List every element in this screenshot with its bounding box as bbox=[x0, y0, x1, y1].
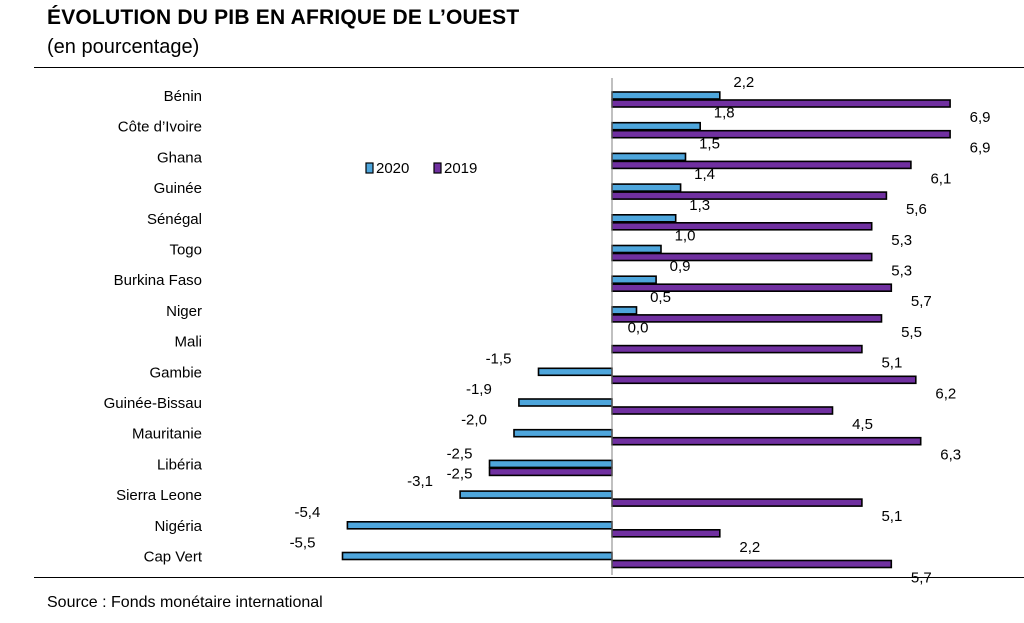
bar-2020 bbox=[611, 244, 662, 254]
value-label-2020: 0,9 bbox=[670, 258, 691, 275]
bar-2019 bbox=[611, 436, 922, 446]
category-label: Sierra Leone bbox=[116, 487, 202, 504]
category-label: Nigéria bbox=[154, 518, 202, 535]
chart-title: ÉVOLUTION DU PIB EN AFRIQUE DE L’OUEST bbox=[47, 6, 520, 29]
bar-2020 bbox=[513, 428, 613, 438]
value-label-2019: 6,9 bbox=[970, 140, 991, 157]
legend-swatch-2019 bbox=[433, 162, 442, 174]
value-label-2019: 5,1 bbox=[881, 508, 902, 525]
category-label: Gambie bbox=[149, 364, 202, 381]
bar-2020 bbox=[459, 490, 613, 499]
value-label-2019: 5,7 bbox=[911, 293, 932, 310]
bar-2020 bbox=[611, 183, 682, 192]
category-label: Mauritanie bbox=[132, 426, 202, 443]
legend-label-2020: 2020 bbox=[376, 160, 409, 177]
bar-2019 bbox=[611, 528, 721, 538]
category-label: Ghana bbox=[157, 149, 203, 166]
value-label-2019: 5,1 bbox=[881, 355, 902, 372]
value-label-2020: 1,0 bbox=[675, 228, 696, 245]
value-label-2020: 1,3 bbox=[689, 197, 710, 214]
bar-2020 bbox=[518, 398, 613, 407]
bar-2019 bbox=[611, 406, 834, 415]
value-label-2019: 5,3 bbox=[891, 232, 912, 249]
value-label-2020: 1,8 bbox=[714, 105, 735, 122]
labels-group: Bénin 2,2 6,9 Côte d’Ivoire 1,8 6,9 Ghana 1,5 6,… bbox=[104, 74, 991, 587]
category-label: Niger bbox=[166, 303, 202, 320]
bar-2020 bbox=[611, 214, 677, 223]
bar-2020 bbox=[611, 275, 657, 285]
bar-2019 bbox=[611, 559, 893, 569]
value-label-2019: 5,3 bbox=[891, 263, 912, 280]
bar-2019 bbox=[611, 344, 863, 354]
legend-swatch-2020 bbox=[365, 162, 374, 174]
category-label: Guinée bbox=[154, 180, 202, 197]
value-label-2019: 5,5 bbox=[901, 324, 922, 341]
value-label-2019: 2,2 bbox=[739, 539, 760, 556]
category-label: Côte d’Ivoire bbox=[118, 119, 202, 136]
value-label-2019: 4,5 bbox=[852, 416, 873, 433]
bar-2019 bbox=[611, 160, 912, 170]
value-label-2019: -2,5 bbox=[447, 465, 473, 482]
category-label: Togo bbox=[169, 242, 202, 259]
chart-subtitle: (en pourcentage) bbox=[47, 36, 200, 58]
category-label: Cap Vert bbox=[144, 549, 203, 566]
bar-2019 bbox=[611, 99, 951, 108]
value-label-2020: 0,5 bbox=[650, 289, 671, 306]
top-rule bbox=[34, 67, 1024, 68]
legend-label-2019: 2019 bbox=[444, 160, 477, 177]
category-label: Libéria bbox=[157, 456, 203, 473]
value-label-2020: -1,9 bbox=[466, 381, 492, 398]
category-label: Sénégal bbox=[147, 211, 202, 228]
value-label-2020: -5,4 bbox=[294, 504, 320, 521]
bar-2019 bbox=[611, 252, 873, 262]
bar-2019 bbox=[611, 129, 951, 139]
value-label-2020: 2,2 bbox=[733, 74, 754, 91]
value-label-2019: 6,2 bbox=[935, 385, 956, 402]
bar-2019 bbox=[611, 314, 883, 323]
category-label: Mali bbox=[174, 334, 202, 351]
bar-2019 bbox=[611, 375, 917, 385]
value-label-2020: -2,0 bbox=[461, 412, 487, 429]
value-label-2020: 1,5 bbox=[699, 135, 720, 152]
bar-2019 bbox=[611, 191, 888, 200]
bottom-rule bbox=[34, 577, 1024, 578]
value-label-2020: -3,1 bbox=[407, 473, 433, 490]
value-label-2020: 0,0 bbox=[628, 320, 649, 337]
category-label: Burkina Faso bbox=[114, 272, 202, 289]
category-label: Guinée-Bissau bbox=[104, 395, 202, 412]
bar-2019 bbox=[611, 222, 873, 231]
bar-2020 bbox=[611, 121, 701, 131]
bar-2020 bbox=[341, 551, 613, 561]
value-label-2019: 5,6 bbox=[906, 201, 927, 218]
value-label-2020: -2,5 bbox=[447, 445, 473, 462]
bar-2020 bbox=[611, 306, 638, 315]
bar-2020 bbox=[346, 520, 613, 530]
source-note: Source : Fonds monétaire international bbox=[47, 594, 323, 611]
bar-2020 bbox=[537, 367, 613, 377]
bar-2019 bbox=[488, 467, 613, 477]
value-label-2019: 6,1 bbox=[930, 170, 951, 187]
bar-2019 bbox=[611, 498, 863, 507]
bar-2020 bbox=[611, 152, 687, 162]
value-label-2020: 1,4 bbox=[694, 166, 715, 183]
legend: 2020 2019 bbox=[365, 160, 477, 177]
value-label-2019: 5,7 bbox=[911, 570, 932, 587]
bar-2020 bbox=[611, 91, 721, 100]
value-label-2020: -1,5 bbox=[486, 350, 512, 367]
value-label-2020: -5,5 bbox=[290, 535, 316, 552]
value-label-2019: 6,3 bbox=[940, 447, 961, 464]
value-label-2019: 6,9 bbox=[970, 109, 991, 126]
bar-2020 bbox=[488, 459, 613, 469]
category-label: Bénin bbox=[164, 88, 202, 105]
